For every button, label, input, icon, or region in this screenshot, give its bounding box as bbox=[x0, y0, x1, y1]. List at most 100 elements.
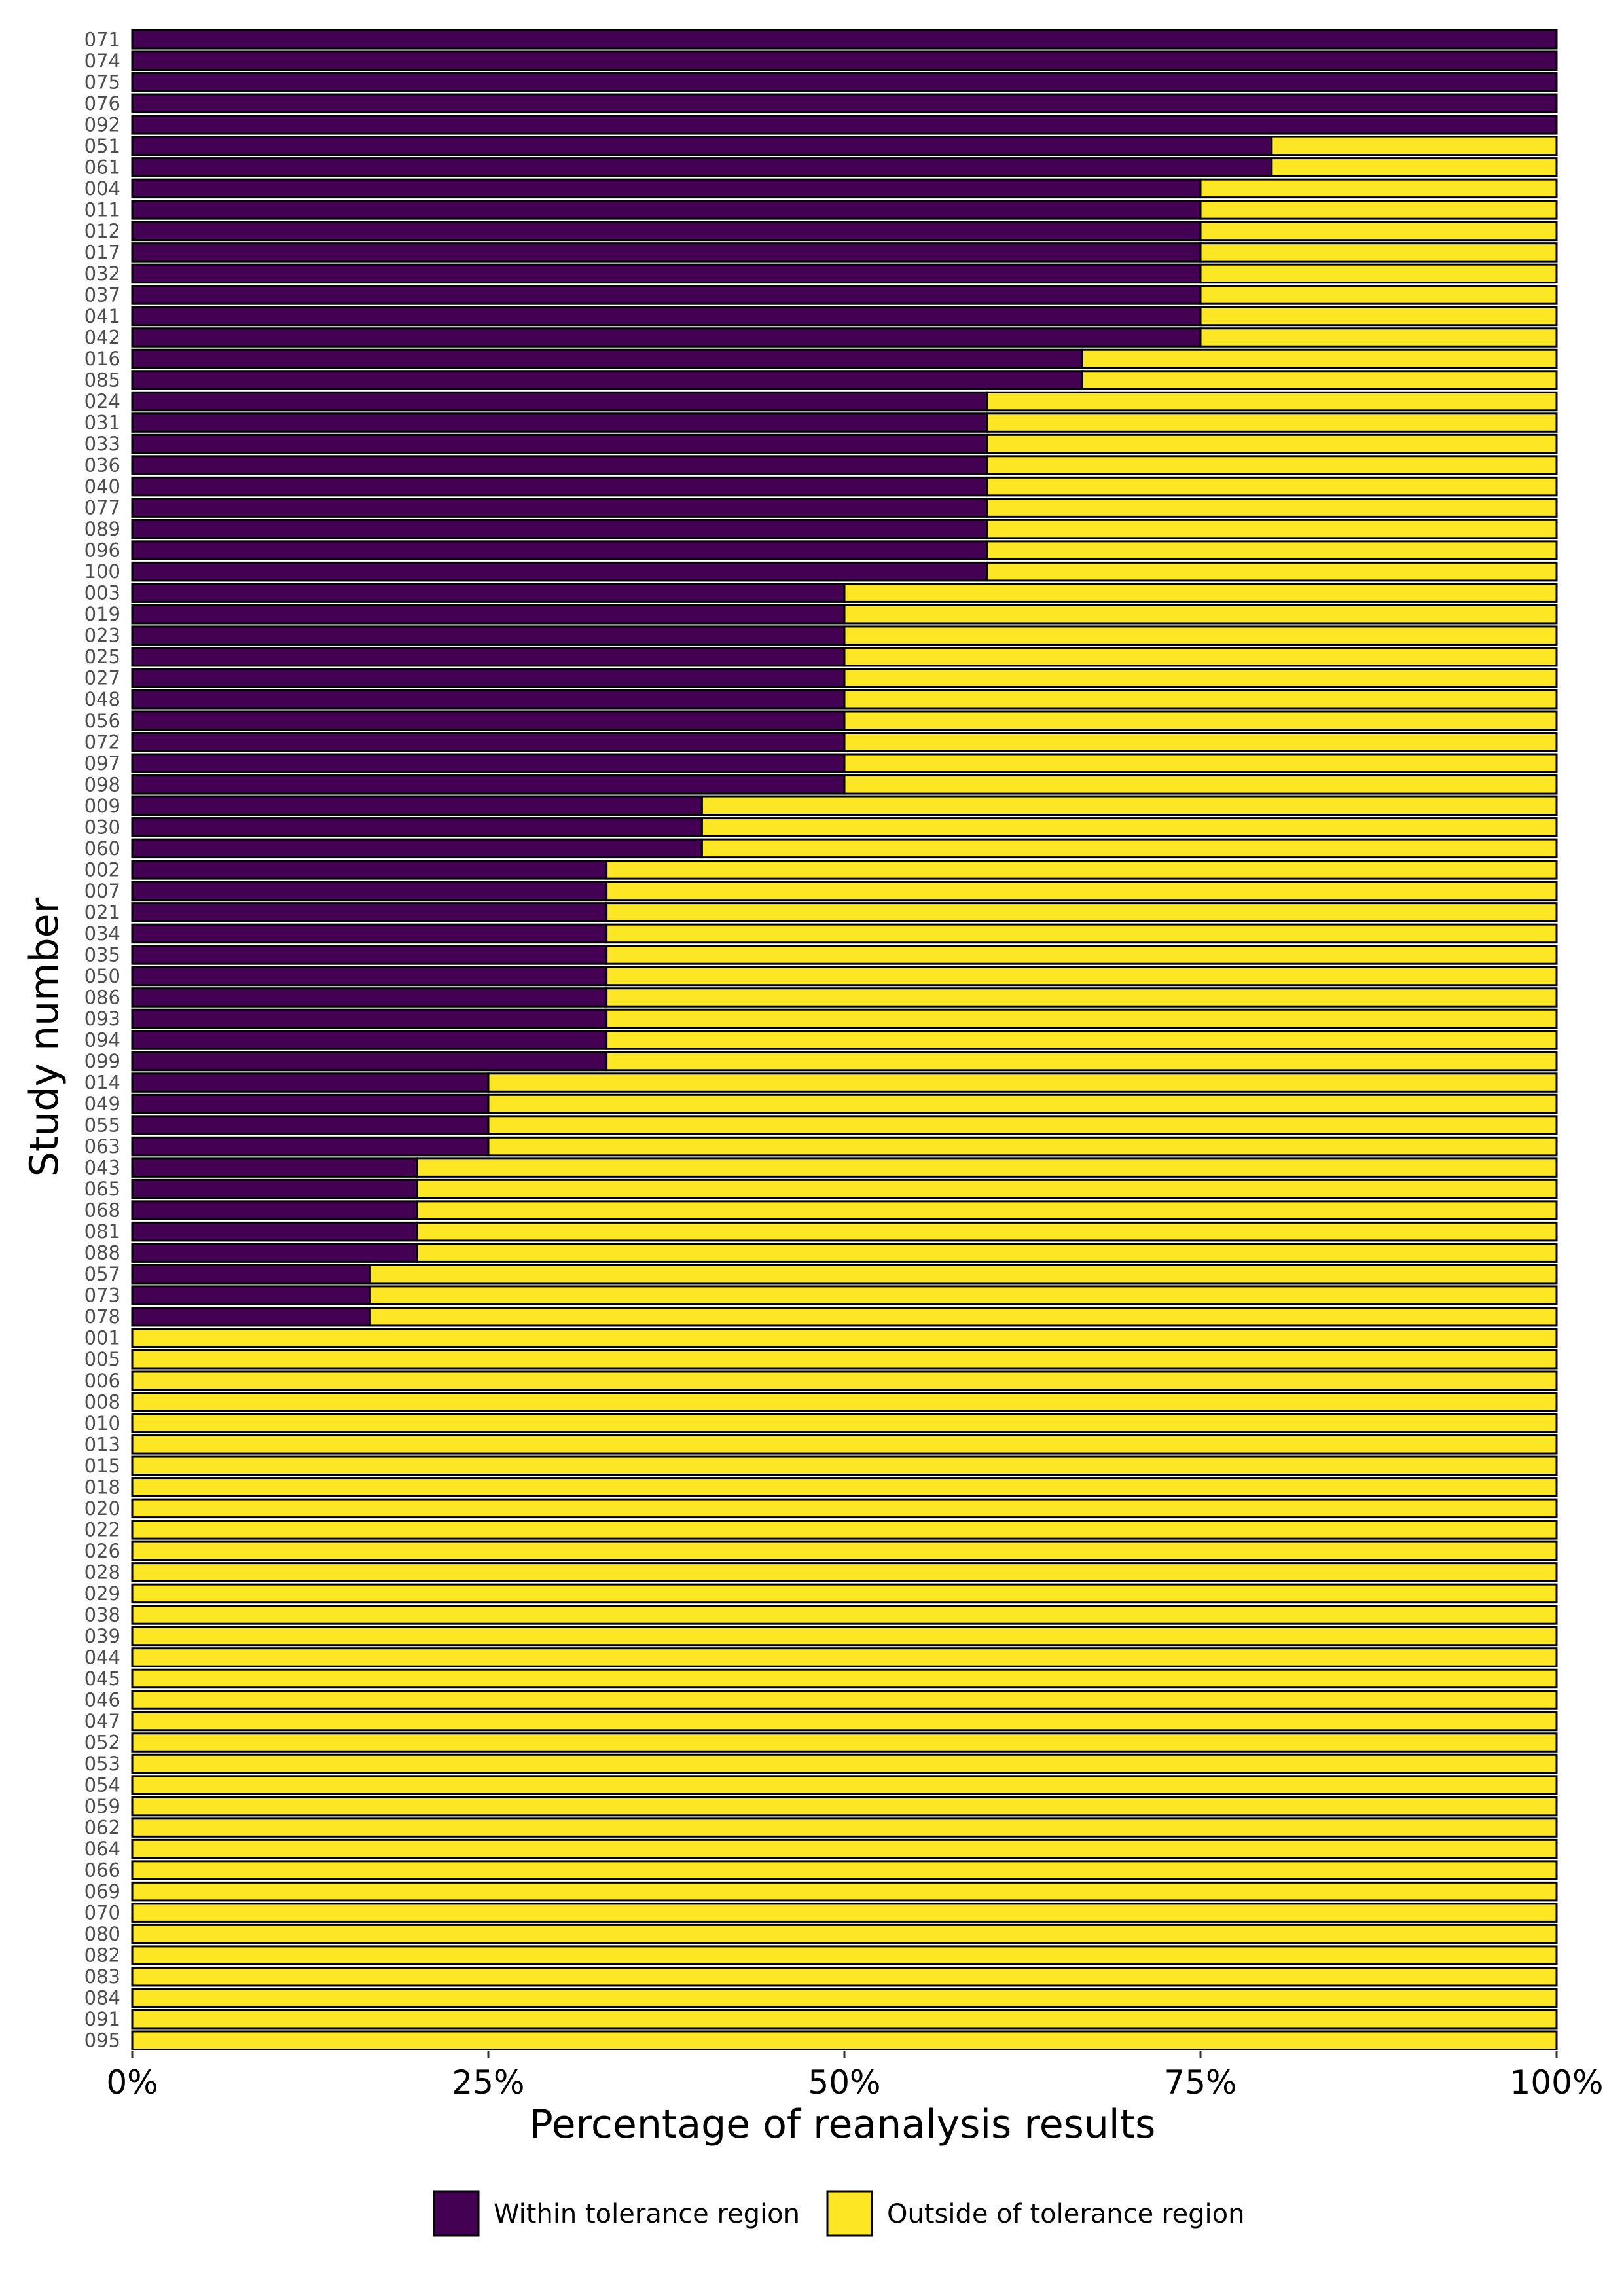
y-tick-label: 032 bbox=[84, 263, 120, 285]
bar-outside-021 bbox=[605, 902, 1558, 922]
bar-outside-031 bbox=[986, 412, 1558, 433]
bar-within-003 bbox=[131, 583, 846, 603]
bar-within-057 bbox=[131, 1264, 371, 1285]
bar-outside-042 bbox=[1199, 327, 1558, 348]
bar-within-100 bbox=[131, 561, 988, 582]
bar-within-007 bbox=[131, 881, 608, 902]
y-tick-label: 053 bbox=[84, 1753, 120, 1775]
y-tick-label: 045 bbox=[84, 1667, 120, 1690]
y-tick-label: 036 bbox=[84, 454, 120, 477]
y-tick-label: 089 bbox=[84, 518, 120, 540]
legend-label-within: Within tolerance region bbox=[494, 2199, 800, 2229]
bar-within-040 bbox=[131, 476, 988, 497]
bar-within-056 bbox=[131, 710, 846, 731]
bar-outside-022 bbox=[131, 1520, 1558, 1540]
bar-outside-003 bbox=[843, 583, 1558, 603]
bar-within-027 bbox=[131, 668, 846, 688]
bar-outside-041 bbox=[1199, 306, 1558, 327]
y-tick-label: 077 bbox=[84, 497, 120, 519]
bar-within-034 bbox=[131, 923, 608, 944]
y-tick-label: 001 bbox=[84, 1327, 120, 1349]
bar-outside-064 bbox=[131, 1838, 1558, 1859]
bar-within-017 bbox=[131, 242, 1202, 263]
y-tick-label: 038 bbox=[84, 1603, 120, 1626]
bar-within-092 bbox=[131, 115, 1558, 135]
y-tick-label: 071 bbox=[84, 28, 120, 50]
y-tick-label: 060 bbox=[84, 837, 120, 860]
bar-outside-016 bbox=[1081, 348, 1558, 369]
bar-outside-059 bbox=[131, 1796, 1558, 1817]
bar-outside-057 bbox=[369, 1264, 1558, 1285]
y-tick-label: 033 bbox=[84, 433, 120, 455]
y-tick-label: 022 bbox=[84, 1518, 120, 1540]
bar-within-077 bbox=[131, 498, 988, 518]
bar-outside-027 bbox=[843, 668, 1558, 688]
bar-within-076 bbox=[131, 93, 1558, 114]
bar-outside-049 bbox=[487, 1093, 1558, 1114]
bar-within-024 bbox=[131, 391, 988, 412]
y-tick-label: 018 bbox=[84, 1476, 120, 1498]
bar-outside-099 bbox=[605, 1051, 1558, 1072]
y-tick-label: 011 bbox=[84, 198, 120, 221]
bar-outside-009 bbox=[700, 795, 1558, 816]
x-tick-label: 25% bbox=[452, 2064, 524, 2102]
bar-outside-004 bbox=[1199, 178, 1558, 199]
y-tick-label: 019 bbox=[84, 603, 120, 625]
y-tick-label: 074 bbox=[84, 50, 120, 72]
bar-within-025 bbox=[131, 646, 846, 667]
bar-outside-014 bbox=[487, 1072, 1558, 1093]
bar-outside-065 bbox=[416, 1178, 1558, 1199]
bar-within-061 bbox=[131, 157, 1273, 177]
bar-within-048 bbox=[131, 689, 846, 710]
bar-outside-086 bbox=[605, 987, 1558, 1008]
y-tick-label: 063 bbox=[84, 1135, 120, 1157]
bar-within-023 bbox=[131, 625, 846, 646]
bar-within-099 bbox=[131, 1051, 608, 1072]
y-tick-label: 004 bbox=[84, 177, 120, 200]
bar-outside-035 bbox=[605, 945, 1558, 965]
y-tick-label: 086 bbox=[84, 986, 120, 1008]
bar-outside-025 bbox=[843, 646, 1558, 667]
bar-within-012 bbox=[131, 221, 1202, 242]
y-tick-label: 066 bbox=[84, 1859, 120, 1882]
y-tick-label: 095 bbox=[84, 2030, 120, 2052]
y-tick-label: 057 bbox=[84, 1263, 120, 1285]
y-tick-label: 027 bbox=[84, 667, 120, 689]
bar-outside-088 bbox=[416, 1243, 1558, 1263]
bar-within-094 bbox=[131, 1030, 608, 1050]
y-tick-label: 076 bbox=[84, 92, 120, 115]
y-tick-label: 043 bbox=[84, 1157, 120, 1179]
y-tick-label: 003 bbox=[84, 582, 120, 604]
legend: Within tolerance region Outside of toler… bbox=[433, 2190, 1244, 2237]
y-tick-label: 069 bbox=[84, 1880, 120, 1903]
y-tick-label: 051 bbox=[84, 135, 120, 157]
y-tick-label: 023 bbox=[84, 625, 120, 647]
y-tick-label: 062 bbox=[84, 1817, 120, 1839]
y-tick-label: 049 bbox=[84, 1093, 120, 1115]
y-axis-title: Study number bbox=[22, 897, 67, 1176]
y-tick-label: 039 bbox=[84, 1625, 120, 1647]
bar-within-096 bbox=[131, 540, 988, 560]
bar-outside-080 bbox=[131, 1923, 1558, 1944]
y-tick-label: 005 bbox=[84, 1348, 120, 1370]
bar-outside-051 bbox=[1271, 136, 1558, 156]
bar-outside-011 bbox=[1199, 200, 1558, 220]
bar-within-050 bbox=[131, 966, 608, 987]
y-tick-label: 054 bbox=[84, 1774, 120, 1796]
bar-outside-050 bbox=[605, 966, 1558, 987]
bar-outside-056 bbox=[843, 710, 1558, 731]
bar-outside-082 bbox=[131, 1945, 1558, 1965]
bar-within-031 bbox=[131, 412, 988, 433]
y-tick-label: 014 bbox=[84, 1072, 120, 1094]
bar-within-086 bbox=[131, 987, 608, 1008]
bar-outside-095 bbox=[131, 2030, 1558, 2050]
bar-within-021 bbox=[131, 902, 608, 922]
y-tick-label: 028 bbox=[84, 1561, 120, 1583]
y-tick-label: 046 bbox=[84, 1688, 120, 1711]
bar-outside-039 bbox=[131, 1626, 1558, 1647]
bar-outside-060 bbox=[700, 838, 1558, 859]
bar-within-002 bbox=[131, 860, 608, 880]
bar-within-011 bbox=[131, 200, 1202, 220]
x-tick-label: 75% bbox=[1164, 2064, 1236, 2102]
